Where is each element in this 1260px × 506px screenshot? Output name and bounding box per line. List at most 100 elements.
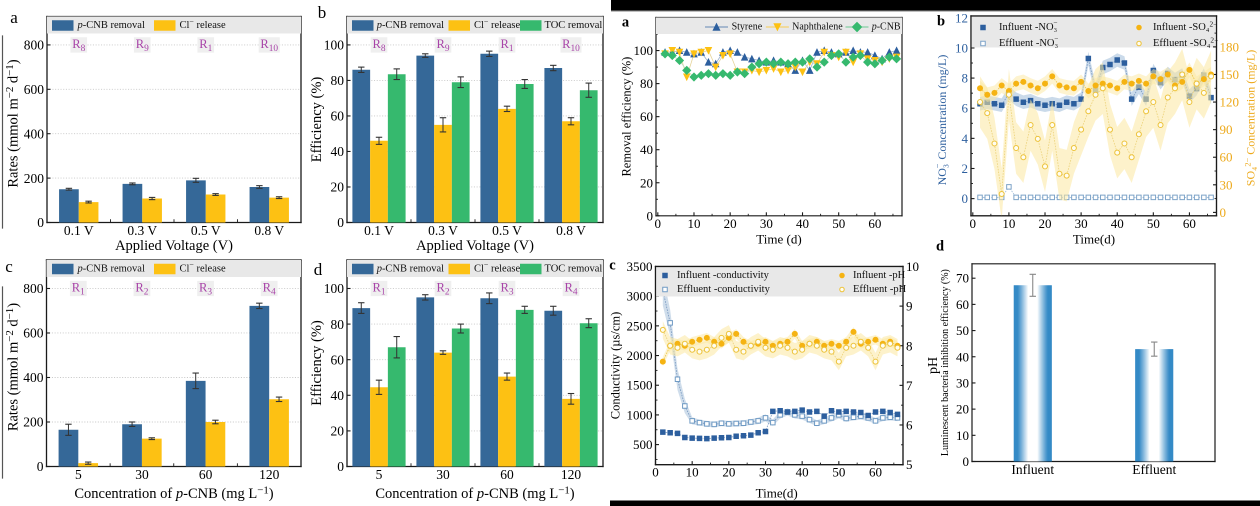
svg-text:c: c bbox=[5, 257, 13, 276]
svg-text:50: 50 bbox=[1147, 216, 1160, 231]
svg-text:Influent -NO₃−: Influent -NO₃− bbox=[999, 18, 1058, 33]
svg-text:60: 60 bbox=[869, 465, 882, 480]
svg-text:0.3 V: 0.3 V bbox=[127, 223, 157, 238]
svg-text:50: 50 bbox=[956, 323, 969, 338]
svg-text:12: 12 bbox=[955, 10, 968, 25]
svg-text:5: 5 bbox=[906, 457, 913, 472]
svg-text:Influent -SO₄2−: Influent -SO₄2− bbox=[1153, 20, 1217, 34]
svg-text:Concentration of p-CNB (mg L−1: Concentration of p-CNB (mg L−1) bbox=[375, 485, 574, 503]
svg-text:0: 0 bbox=[337, 215, 344, 230]
svg-text:2500: 2500 bbox=[627, 318, 653, 333]
svg-text:Removal efficiency (%): Removal efficiency (%) bbox=[620, 57, 634, 177]
svg-text:Applied Voltage (V): Applied Voltage (V) bbox=[115, 238, 233, 254]
svg-text:20: 20 bbox=[331, 180, 345, 195]
svg-text:10: 10 bbox=[1002, 216, 1015, 231]
svg-text:0.1 V: 0.1 V bbox=[64, 223, 94, 238]
svg-text:b: b bbox=[318, 3, 327, 22]
svg-text:800: 800 bbox=[23, 281, 44, 296]
svg-text:150: 150 bbox=[1220, 67, 1240, 82]
svg-text:20: 20 bbox=[640, 175, 653, 190]
svg-text:2: 2 bbox=[962, 161, 969, 176]
svg-text:200: 200 bbox=[23, 415, 44, 430]
svg-text:3500: 3500 bbox=[627, 259, 653, 274]
svg-text:b: b bbox=[937, 13, 945, 29]
svg-text:a: a bbox=[10, 8, 18, 27]
svg-text:40: 40 bbox=[796, 465, 809, 480]
svg-text:1000: 1000 bbox=[627, 407, 653, 422]
svg-text:Effluent -pH: Effluent -pH bbox=[853, 284, 907, 295]
svg-text:0: 0 bbox=[37, 215, 44, 230]
svg-text:60: 60 bbox=[331, 352, 345, 367]
svg-text:0: 0 bbox=[655, 216, 662, 231]
svg-text:60: 60 bbox=[500, 467, 514, 482]
svg-text:20: 20 bbox=[722, 465, 735, 480]
svg-text:Applied Voltage (V): Applied Voltage (V) bbox=[416, 238, 534, 254]
svg-text:TOC removal: TOC removal bbox=[545, 264, 603, 275]
svg-text:9: 9 bbox=[906, 299, 913, 314]
svg-text:6: 6 bbox=[962, 101, 969, 116]
svg-text:Rates (mmol m−2 d−1): Rates (mmol m−2 d−1) bbox=[4, 59, 22, 187]
svg-text:Effluent -SO₄2−: Effluent -SO₄2− bbox=[1153, 36, 1218, 50]
svg-text:0: 0 bbox=[970, 216, 977, 231]
svg-text:500: 500 bbox=[633, 437, 653, 452]
svg-text:Naphthalene: Naphthalene bbox=[792, 21, 843, 32]
svg-text:50: 50 bbox=[832, 216, 845, 231]
svg-text:20: 20 bbox=[956, 402, 969, 417]
svg-text:Conductivity (µs/cm): Conductivity (µs/cm) bbox=[608, 312, 622, 420]
svg-text:100: 100 bbox=[634, 43, 654, 58]
svg-text:30: 30 bbox=[1075, 216, 1088, 231]
svg-text:600: 600 bbox=[24, 82, 45, 97]
svg-text:60: 60 bbox=[868, 216, 881, 231]
svg-text:60: 60 bbox=[1183, 216, 1196, 231]
svg-text:Time (d): Time (d) bbox=[756, 232, 801, 247]
svg-text:p-CNB removal: p-CNB removal bbox=[376, 20, 444, 31]
svg-text:120: 120 bbox=[259, 467, 280, 482]
svg-text:80: 80 bbox=[331, 317, 345, 332]
svg-text:Rates (mmol m−2 d−1): Rates (mmol m−2 d−1) bbox=[4, 303, 22, 431]
svg-text:180: 180 bbox=[1220, 39, 1240, 54]
svg-text:Effluent -conductivity: Effluent -conductivity bbox=[677, 284, 771, 295]
svg-text:SO₄2− Concentration (mg/L): SO₄2− Concentration (mg/L) bbox=[1243, 50, 1257, 186]
svg-text:90: 90 bbox=[1220, 122, 1233, 137]
svg-text:Effluent -NO₃−: Effluent -NO₃− bbox=[999, 34, 1058, 49]
svg-text:0.5 V: 0.5 V bbox=[492, 223, 522, 238]
svg-text:0: 0 bbox=[963, 454, 970, 469]
svg-text:0: 0 bbox=[962, 191, 969, 206]
svg-text:0: 0 bbox=[37, 459, 44, 474]
svg-text:10: 10 bbox=[686, 465, 699, 480]
svg-text:p-CNB: p-CNB bbox=[871, 21, 901, 32]
svg-text:200: 200 bbox=[24, 171, 45, 186]
svg-text:0: 0 bbox=[337, 459, 344, 474]
svg-text:a: a bbox=[622, 14, 630, 30]
svg-text:40: 40 bbox=[331, 388, 345, 403]
svg-text:30: 30 bbox=[759, 465, 772, 480]
svg-text:80: 80 bbox=[331, 73, 345, 88]
svg-text:NO₃− Concentration (mg/L): NO₃− Concentration (mg/L) bbox=[933, 55, 949, 186]
svg-text:8: 8 bbox=[962, 71, 969, 86]
svg-text:0.8 V: 0.8 V bbox=[556, 223, 586, 238]
svg-text:80: 80 bbox=[640, 76, 653, 91]
svg-text:5: 5 bbox=[376, 467, 383, 482]
svg-text:7: 7 bbox=[906, 378, 913, 393]
svg-text:60: 60 bbox=[331, 109, 345, 124]
svg-text:10: 10 bbox=[906, 259, 919, 274]
svg-text:120: 120 bbox=[1220, 95, 1240, 110]
svg-text:120: 120 bbox=[561, 467, 582, 482]
svg-text:d: d bbox=[936, 238, 944, 254]
svg-text:TOC removal: TOC removal bbox=[545, 20, 603, 31]
svg-text:20: 20 bbox=[331, 424, 345, 439]
svg-text:100: 100 bbox=[324, 281, 345, 296]
svg-text:d: d bbox=[314, 260, 323, 279]
svg-text:c: c bbox=[609, 257, 616, 273]
svg-text:3000: 3000 bbox=[627, 289, 653, 304]
svg-text:100: 100 bbox=[324, 38, 345, 53]
svg-text:10: 10 bbox=[687, 216, 700, 231]
svg-text:0: 0 bbox=[1220, 205, 1227, 220]
svg-text:40: 40 bbox=[796, 216, 809, 231]
svg-text:40: 40 bbox=[640, 142, 653, 157]
svg-text:60: 60 bbox=[1220, 150, 1233, 165]
svg-text:10: 10 bbox=[955, 40, 968, 55]
svg-text:2000: 2000 bbox=[627, 348, 653, 363]
svg-text:40: 40 bbox=[331, 144, 345, 159]
svg-text:p-CNB removal: p-CNB removal bbox=[376, 264, 444, 275]
